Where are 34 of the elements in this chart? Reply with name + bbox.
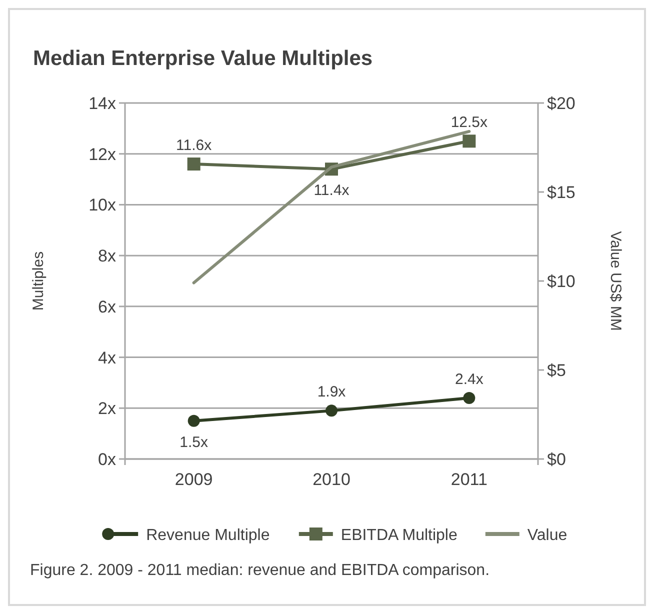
x-tick-label: 2010 [312,470,350,489]
legend-label: EBITDA Multiple [340,527,458,544]
y2-tick-label: $5 [547,361,566,380]
data-label: 11.6x [176,137,212,154]
y2-tick-label: $10 [547,272,576,291]
y-tick-label: 8x [98,246,116,266]
point [463,392,476,404]
chart-title: Median Enterprise Value Multiples [33,47,373,70]
y-tick-label: 2x [98,399,116,418]
legend-label: Value [527,527,568,544]
data-label: 12.5x [450,114,488,132]
y-tick-label: 12x [88,144,116,164]
caption: Figure 2. 2009 - 2011 median: revenue and EBITDA comparison. [30,562,490,579]
data-label: 1.5x [180,434,209,451]
y-axis-title: Multiples [30,251,47,311]
y-tick-label: 0x [98,450,116,469]
data-label: 1.9x [317,384,346,401]
x-tick-label: 2011 [450,470,488,489]
y2-axis-title: Value US$ MM [607,231,624,331]
y-tick-label: 10x [88,196,116,215]
y2-tick-label: $20 [547,94,576,113]
point [187,158,200,171]
point [326,404,338,417]
y-tick-label: 6x [98,297,116,316]
point [188,414,200,427]
data-label: 2.4x [454,370,484,388]
x-tick-label: 2009 [174,470,213,489]
y-tick-label: 14x [88,94,116,113]
data-label: 11.4x [314,182,350,200]
point [462,134,476,148]
legend-label: Revenue Multiple [146,527,270,544]
y-tick-label: 4x [98,348,116,368]
y2-tick-label: $15 [547,183,576,202]
y2-tick-label: $0 [547,450,566,469]
